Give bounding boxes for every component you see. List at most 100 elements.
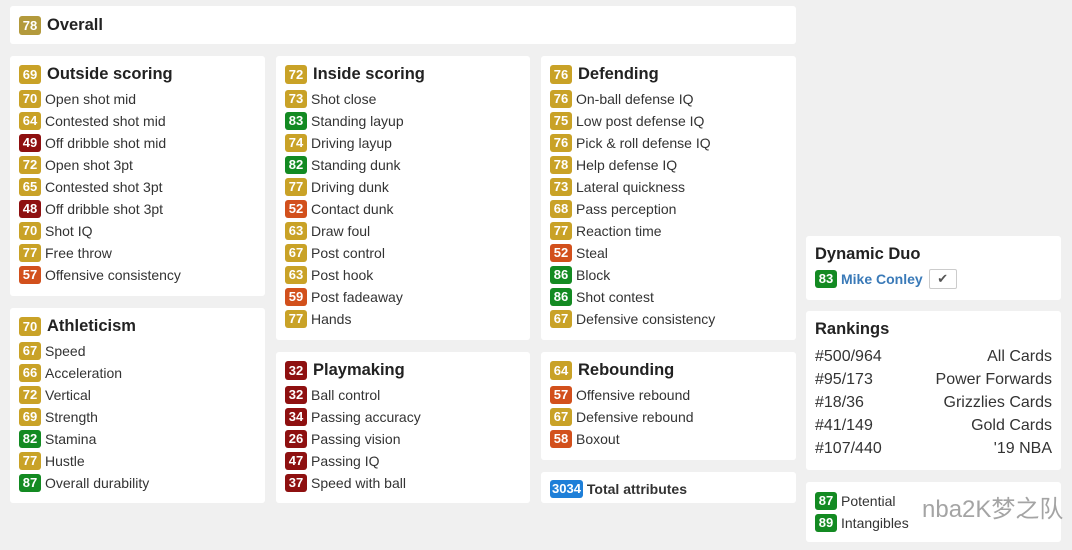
attribute-row: 67 Post control xyxy=(285,242,521,264)
attribute-row: 73 Shot close xyxy=(285,88,521,110)
attribute-label: Lateral quickness xyxy=(576,179,685,195)
attribute-row: 66 Acceleration xyxy=(19,362,256,384)
attribute-badge: 48 xyxy=(19,200,41,218)
attribute-row: 65 Contested shot 3pt xyxy=(19,176,256,198)
attribute-row: 67 Defensive rebound xyxy=(550,406,787,428)
ranking-row: #107/440 '19 NBA xyxy=(815,437,1052,460)
extra-row: 89 Intangibles xyxy=(815,512,1052,534)
attribute-row: 67 Speed xyxy=(19,340,256,362)
extra-label: Potential xyxy=(841,493,896,509)
attribute-row: 52 Contact dunk xyxy=(285,198,521,220)
attribute-row: 75 Low post defense IQ xyxy=(550,110,787,132)
attribute-badge: 77 xyxy=(285,310,307,328)
attribute-row: 49 Off dribble shot mid xyxy=(19,132,256,154)
attribute-label: Driving layup xyxy=(311,135,392,151)
attribute-badge: 69 xyxy=(19,408,41,426)
overall-label: Overall xyxy=(47,15,103,34)
attribute-label: Hands xyxy=(311,311,352,327)
section-inside: 72 Inside scoring 73 Shot close 83 Standing l… xyxy=(276,56,530,340)
attribute-badge: 67 xyxy=(285,244,307,262)
extra-badge: 87 xyxy=(815,492,837,510)
extra-badge: 89 xyxy=(815,514,837,532)
attribute-badge: 73 xyxy=(285,90,307,108)
attribute-label: Stamina xyxy=(45,431,97,447)
section-outside: 69 Outside scoring 70 Open shot mid 64 Contes… xyxy=(10,56,265,296)
attribute-badge: 47 xyxy=(285,452,307,470)
attribute-badge: 57 xyxy=(19,266,41,284)
ranking-row: #95/173 Power Forwards xyxy=(815,368,1052,391)
attribute-row: 87 Overall durability xyxy=(19,472,256,494)
attribute-row: 37 Speed with ball xyxy=(285,472,521,494)
total-card: 3034 Total attributes xyxy=(541,472,796,503)
section-title: Outside scoring xyxy=(47,64,173,83)
duo-player-link[interactable]: Mike Conley xyxy=(841,271,923,287)
attribute-badge: 86 xyxy=(550,266,572,284)
attribute-row: 48 Off dribble shot 3pt xyxy=(19,198,256,220)
ranking-row: #41/149 Gold Cards xyxy=(815,414,1052,437)
attribute-badge: 34 xyxy=(285,408,307,426)
section-defending: 76 Defending 76 On-ball defense IQ 75 Low pos… xyxy=(541,56,796,340)
attribute-label: Hustle xyxy=(45,453,85,469)
attribute-label: Contact dunk xyxy=(311,201,394,217)
attribute-row: 59 Post fadeaway xyxy=(285,286,521,308)
attribute-badge: 67 xyxy=(19,342,41,360)
attribute-badge: 77 xyxy=(19,244,41,262)
attribute-label: Pass perception xyxy=(576,201,677,217)
attribute-row: 63 Draw foul xyxy=(285,220,521,242)
section-rebounding: 64 Rebounding 57 Offensive rebound 67 Defensi… xyxy=(541,352,796,460)
attribute-badge: 67 xyxy=(550,310,572,328)
attribute-label: Off dribble shot mid xyxy=(45,135,167,151)
attribute-row: 77 Reaction time xyxy=(550,220,787,242)
attribute-label: Shot IQ xyxy=(45,223,93,239)
attribute-label: Draw foul xyxy=(311,223,371,239)
attribute-label: Passing IQ xyxy=(311,453,380,469)
attribute-badge: 76 xyxy=(550,90,572,108)
attribute-badge: 68 xyxy=(550,200,572,218)
attribute-label: Help defense IQ xyxy=(576,157,678,173)
attribute-badge: 57 xyxy=(550,386,572,404)
duo-title: Dynamic Duo xyxy=(815,244,921,263)
ranking-category: Gold Cards xyxy=(971,417,1052,434)
attribute-badge: 77 xyxy=(285,178,307,196)
attribute-row: 86 Shot contest xyxy=(550,286,787,308)
attribute-badge: 58 xyxy=(550,430,572,448)
attribute-row: 57 Offensive consistency xyxy=(19,264,256,286)
attribute-row: 57 Offensive rebound xyxy=(550,384,787,406)
extra-row: 87 Potential xyxy=(815,490,1052,512)
attribute-badge: 77 xyxy=(19,452,41,470)
attribute-badge: 63 xyxy=(285,222,307,240)
attribute-badge: 78 xyxy=(550,156,572,174)
attribute-label: Contested shot mid xyxy=(45,113,166,129)
attribute-label: Post hook xyxy=(311,267,374,283)
attribute-label: Off dribble shot 3pt xyxy=(45,201,164,217)
attribute-label: Strength xyxy=(45,409,98,425)
attribute-badge: 82 xyxy=(285,156,307,174)
attribute-badge: 64 xyxy=(19,112,41,130)
attribute-row: 77 Free throw xyxy=(19,242,256,264)
attribute-label: On-ball defense IQ xyxy=(576,91,694,107)
section-title: Athleticism xyxy=(47,316,136,335)
section-badge: 70 xyxy=(19,316,41,336)
attribute-row: 63 Post hook xyxy=(285,264,521,286)
section-badge: 32 xyxy=(285,360,307,380)
attribute-label: Pick & roll defense IQ xyxy=(576,135,711,151)
ranking-category: Power Forwards xyxy=(935,371,1052,388)
total-label: Total attributes xyxy=(586,481,687,497)
check-icon[interactable]: ✔ xyxy=(928,269,957,289)
attribute-badge: 37 xyxy=(285,474,307,492)
ranking-category: All Cards xyxy=(987,348,1052,365)
ranking-category: '19 NBA xyxy=(993,440,1052,457)
ranking-position: #95/173 xyxy=(815,371,873,388)
section-playmaking: 32 Playmaking 32 Ball control 34 Passing accu… xyxy=(276,352,530,503)
attribute-badge: 67 xyxy=(550,408,572,426)
attribute-label: Ball control xyxy=(311,387,381,403)
section-badge: 69 xyxy=(19,64,41,84)
dynamic-duo-card: Dynamic Duo 83 Mike Conley ✔ xyxy=(806,236,1061,300)
attribute-badge: 73 xyxy=(550,178,572,196)
attribute-row: 72 Vertical xyxy=(19,384,256,406)
ranking-row: #18/36 Grizzlies Cards xyxy=(815,391,1052,414)
attribute-row: 83 Standing layup xyxy=(285,110,521,132)
section-badge: 76 xyxy=(550,64,572,84)
attribute-label: Speed xyxy=(45,343,86,359)
attribute-label: Passing accuracy xyxy=(311,409,421,425)
